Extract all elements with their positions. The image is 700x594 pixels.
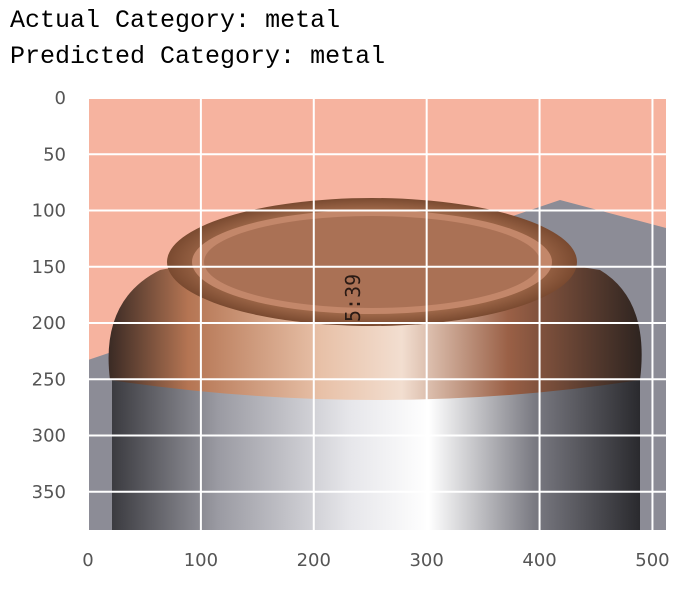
predicted-category-value: metal — [310, 42, 386, 71]
x-axis-ticks: 0 100 200 300 400 500 — [82, 550, 669, 571]
can-lid-inner — [204, 216, 540, 308]
y-tick-label: 0 — [55, 88, 66, 109]
actual-category-label: Actual Category: — [10, 6, 251, 35]
x-tick-label: 200 — [297, 550, 331, 571]
y-tick-label: 300 — [32, 426, 66, 447]
x-tick-label: 500 — [635, 550, 669, 571]
actual-category-value: metal — [265, 6, 341, 35]
x-tick-label: 100 — [184, 550, 218, 571]
x-tick-label: 0 — [82, 550, 93, 571]
y-tick-label: 150 — [32, 257, 66, 278]
predicted-category-label: Predicted Category: — [10, 42, 296, 71]
y-axis-ticks: 0 50 100 150 200 250 300 350 — [32, 88, 66, 503]
y-tick-label: 350 — [32, 482, 66, 503]
can-print-text: 5:39 — [341, 274, 365, 322]
predicted-category-line: Predicted Category: metal — [10, 42, 385, 72]
can-photo: 5:39 — [88, 98, 666, 530]
y-tick-label: 200 — [32, 313, 66, 334]
actual-category-line: Actual Category: metal — [10, 6, 340, 36]
y-tick-label: 250 — [32, 369, 66, 390]
x-tick-label: 300 — [409, 550, 443, 571]
x-tick-label: 400 — [522, 550, 556, 571]
grid-lines — [87, 97, 666, 530]
y-tick-label: 50 — [43, 144, 66, 165]
y-tick-label: 100 — [32, 201, 66, 222]
